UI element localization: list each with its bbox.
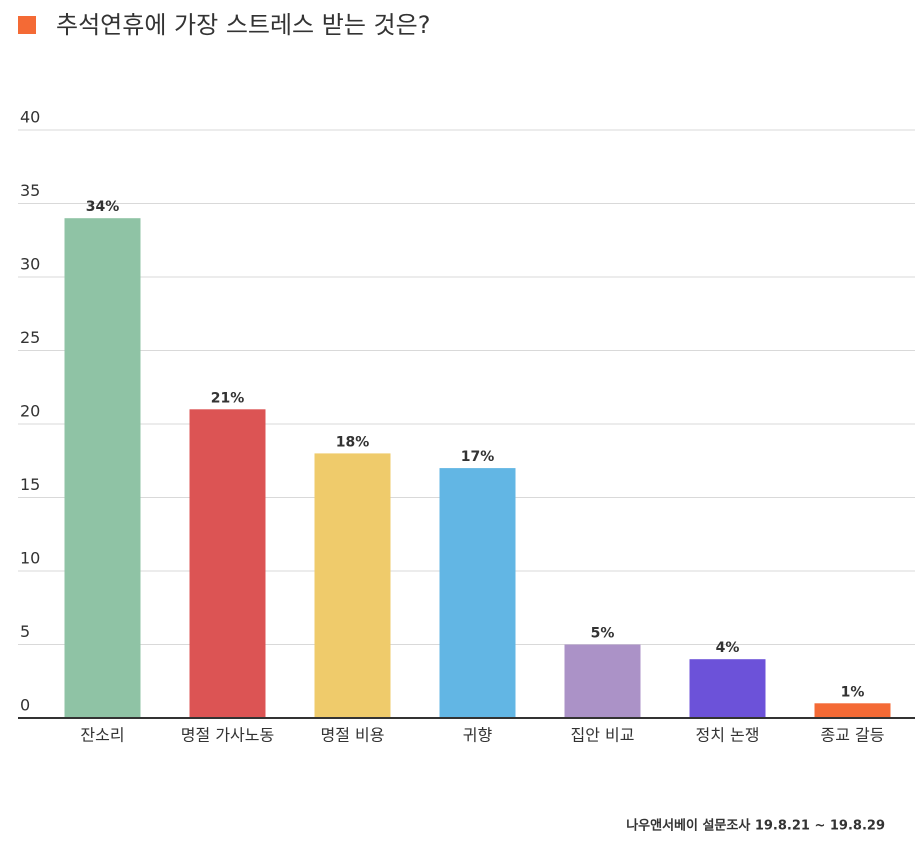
chart-title: 추석연휴에 가장 스트레스 받는 것은? [56,11,430,39]
bar [189,409,266,718]
value-label: 34% [86,199,120,215]
x-tick-label: 잔소리 [80,726,124,745]
y-tick-label: 25 [20,328,40,347]
bar [814,703,891,718]
x-tick-label: 귀향 [463,726,493,745]
y-tick-label: 20 [20,402,40,421]
y-tick-label: 15 [20,475,40,494]
x-tick-label: 집안 비교 [571,726,635,745]
value-label: 21% [211,390,245,406]
x-tick-label: 종교 갈등 [821,726,885,745]
y-tick-label: 40 [20,108,40,127]
x-tick-label: 명절 비용 [321,726,385,745]
x-tick-label: 명절 가사노동 [181,726,274,745]
value-label: 4% [716,640,740,656]
bar [64,218,141,718]
y-tick-label: 30 [20,255,40,274]
y-tick-label: 35 [20,181,40,200]
bar [564,644,641,718]
x-tick-label: 정치 논쟁 [696,726,760,745]
source: 나우앤서베이 설문조사 19.8.21 ~ 19.8.29 [626,818,885,834]
value-label: 17% [461,449,495,465]
value-label: 18% [336,434,370,450]
value-label: 5% [591,626,615,642]
y-tick-label: 5 [20,622,30,641]
y-tick-label: 0 [20,696,30,715]
y-tick-label: 10 [20,549,40,568]
bar [314,453,391,718]
bar [439,468,516,718]
title-icon [18,16,36,34]
bar [689,659,766,718]
value-label: 1% [841,684,865,700]
